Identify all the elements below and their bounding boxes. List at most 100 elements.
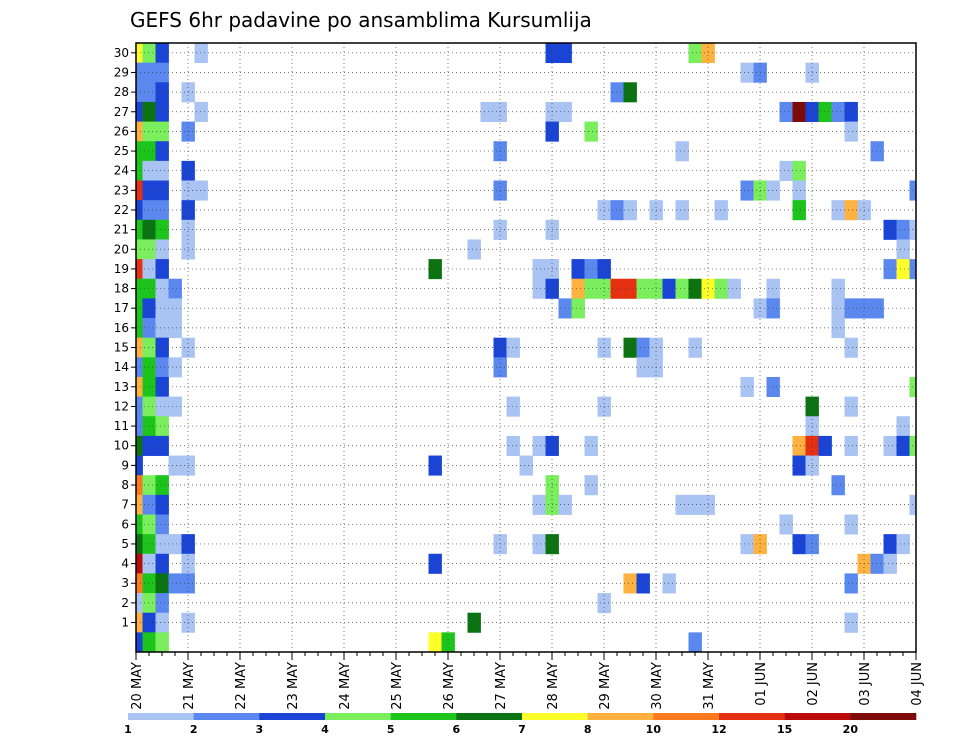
y-axis: 1234567891011121314151617181920212223242… — [114, 46, 136, 630]
heatmap-cell — [558, 298, 572, 319]
legend-label: 3 — [256, 723, 264, 736]
legend-label: 20 — [843, 723, 859, 736]
y-tick-label: 16 — [114, 321, 129, 335]
x-tick-label: 04 JUN — [910, 662, 925, 706]
heatmap-cell — [155, 141, 169, 162]
heatmap-cell — [136, 632, 143, 653]
heatmap-cell — [571, 298, 585, 319]
chart-title: GEFS 6hr padavine po ansamblima Kursumli… — [130, 8, 592, 32]
heatmap-cell — [740, 376, 754, 398]
heatmap-cell — [792, 435, 806, 456]
heatmap-cell — [155, 82, 169, 103]
heatmap-cell — [136, 200, 143, 221]
legend-label: 2 — [190, 723, 198, 736]
heatmap-cell — [142, 337, 156, 358]
legend-swatch — [587, 713, 654, 720]
x-axis: 20 MAY 21 MAY 22 MAY 23 MAY 24 MAY 25 MAY 26 M… — [130, 652, 925, 710]
heatmap-cell — [142, 416, 156, 437]
heatmap-cell — [883, 553, 897, 574]
heatmap-cell — [740, 62, 754, 83]
heatmap-cell — [623, 200, 637, 221]
heatmap-cell — [155, 612, 169, 633]
heatmap-cell — [155, 494, 169, 515]
y-tick-label: 8 — [121, 478, 129, 492]
legend-swatch — [193, 713, 260, 720]
heatmap-cell — [155, 632, 169, 653]
heatmap-cell — [844, 200, 858, 221]
y-tick-label: 4 — [121, 557, 129, 571]
x-tick-label: 30 MAY — [650, 662, 665, 710]
y-tick-label: 19 — [114, 262, 129, 276]
legend-swatch — [850, 713, 917, 720]
x-tick-label: 02 JUN — [806, 662, 821, 706]
heatmap-cell — [136, 121, 143, 142]
heatmap-cell — [136, 534, 143, 555]
heatmap-cell — [532, 278, 546, 299]
y-tick-label: 26 — [114, 124, 129, 138]
heatmap-cell — [844, 514, 858, 535]
heatmap-cell — [675, 278, 689, 299]
heatmap-cell — [506, 396, 520, 417]
legend-label: 15 — [777, 723, 792, 736]
legend-swatch — [128, 713, 194, 720]
heatmap-cell — [610, 82, 624, 103]
heatmap-cell — [675, 141, 689, 162]
heatmap-cell — [136, 553, 143, 574]
heatmap-cell — [883, 219, 897, 240]
heatmap-cell — [870, 298, 884, 319]
heatmap-cell — [740, 534, 754, 555]
heatmap-cell — [136, 219, 143, 240]
heatmap-cell — [532, 494, 546, 515]
heatmap-cell — [155, 278, 169, 299]
heatmap-cell — [155, 180, 169, 201]
heatmap-cell — [428, 455, 442, 476]
heatmap-cell — [688, 43, 702, 64]
y-tick-label: 5 — [121, 537, 129, 551]
heatmap-cell — [896, 239, 910, 260]
heatmap-cell — [136, 376, 143, 398]
legend-swatch — [719, 713, 785, 720]
heatmap-cell — [623, 278, 637, 299]
heatmap-cell — [155, 376, 169, 398]
x-tick-label: 26 MAY — [442, 662, 457, 710]
heatmap-cell — [136, 141, 143, 162]
heatmap-cell — [136, 337, 143, 358]
heatmap-cell — [136, 494, 143, 515]
heatmap-cell — [142, 514, 156, 535]
heatmap-cell — [155, 337, 169, 358]
heatmap-cell — [142, 318, 156, 339]
heatmap-cell — [194, 43, 208, 64]
heatmap-cell — [136, 573, 143, 594]
heatmap-cell — [792, 180, 806, 201]
heatmap-cell — [142, 43, 156, 64]
heatmap-cell — [623, 82, 637, 103]
heatmap-cell — [610, 200, 624, 221]
heatmap-cell — [136, 278, 143, 299]
heatmap-cell — [714, 278, 728, 299]
heatmap-cell — [896, 534, 910, 555]
heatmap-cell — [688, 494, 702, 515]
x-tick-label: 24 MAY — [338, 662, 353, 710]
heatmap-cell — [532, 259, 546, 280]
heatmap-cell — [571, 259, 585, 280]
heatmap-cell — [883, 259, 897, 280]
x-tick-label: 20 MAY — [130, 662, 145, 710]
heatmap-cell — [155, 219, 169, 240]
heatmap-cell — [883, 534, 897, 555]
x-tick-label: 29 MAY — [598, 662, 613, 710]
heatmap-cell — [142, 376, 156, 398]
heatmap-cell — [896, 259, 910, 280]
heatmap-cell — [155, 298, 169, 319]
legend-swatch — [259, 713, 326, 720]
legend-label: 12 — [711, 723, 726, 736]
y-tick-label: 23 — [114, 183, 129, 197]
heatmap-cell — [896, 219, 910, 240]
heatmap-cell — [168, 278, 182, 299]
legend-swatch — [325, 713, 391, 720]
heatmap-cell — [142, 534, 156, 555]
heatmap-cell — [136, 180, 143, 201]
heatmap-cell — [792, 455, 806, 476]
legend-label: 4 — [321, 723, 329, 736]
heatmap-cell — [168, 396, 182, 417]
